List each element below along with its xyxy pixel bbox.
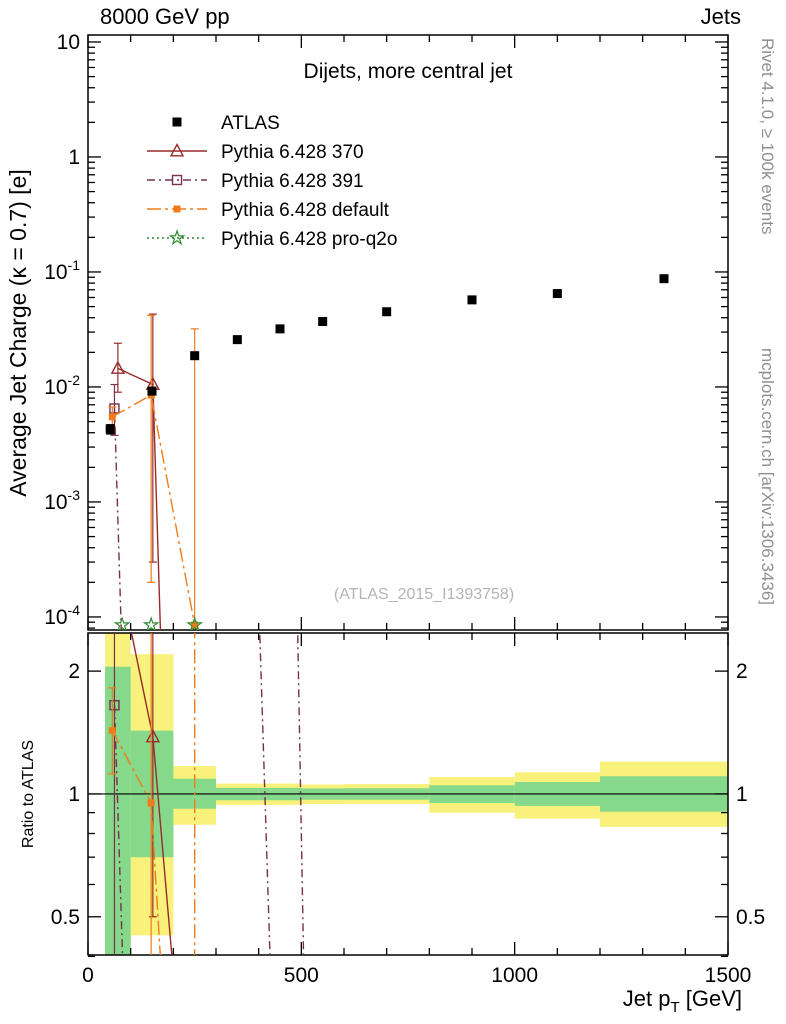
ratio-uncertainty-bands [105,633,728,955]
legend-entry-label: Pythia 6.428 370 [221,142,364,163]
series-ratio-line [297,633,305,955]
series-pythia-370-ratio [130,633,173,955]
x-axis-title: Jet pT [GeV] [623,986,742,1016]
legend-entry-label: Pythia 6.428 pro-q2o [221,229,397,250]
legend-entry-label: ATLAS [221,113,280,134]
marker-open-square [171,174,183,186]
x-tick-label: 1000 [491,964,538,987]
main-y-tick-label: 10 [57,31,80,54]
series-pythia-default-main [108,314,199,629]
marker-open-square [109,403,120,414]
marker-open-star [142,616,160,630]
marker-filled-square [318,316,328,326]
marker-open-square [109,700,120,711]
marker-filled-square [105,424,115,434]
marker-filled-square [275,324,285,334]
marker-filled-square [190,351,200,361]
header-beam-energy: 8000 GeV pp [100,4,230,29]
marker-filled-square [232,335,242,345]
axes-frame: 0 500 1000 1500 10 1 10-1 10-2 10-3 10-4 2 2 1 1 0.5 0.… [44,31,765,987]
marker-filled-square [173,205,181,213]
marker-open-star [186,616,204,630]
ratio-y-tick-label: 0.5 [51,906,80,929]
series-line [111,394,196,626]
ratio-y-axis-title: Ratio to ATLAS [20,740,37,848]
marker-filled-square [552,289,562,299]
main-y-axis-title: Average Jet Charge (κ = 0.7) [e] [5,169,31,497]
main-y-tick-label: 10-1 [44,257,80,284]
marker-open-triangle [110,360,126,374]
series-pythia-pro-q2o-main [113,616,204,630]
text-labels: 8000 GeV pp Jets Dijets, more central je… [5,4,777,1016]
marker-filled-square [659,274,669,284]
marker-open-triangle [145,728,161,743]
legend-entry-label: Pythia 6.428 default [221,200,390,221]
marker-filled-square [147,799,155,807]
ratio-y-tick-label: 1 [736,783,748,806]
ratio-y-tick-label: 2 [736,660,748,683]
legend-entry-label: Pythia 6.428 391 [221,171,364,192]
ratio-panel-series [108,633,305,955]
series-pythia-default-ratio [108,633,196,955]
series-atlas-main [105,274,669,435]
series-line [113,408,122,630]
x-tick-label: 1500 [705,964,752,987]
marker-filled-square [147,386,157,396]
x-tick-label: 0 [82,964,94,987]
marker-open-triangle [169,143,185,157]
marker-filled-square [108,727,116,735]
main-y-tick-label: 10-4 [44,602,80,629]
marker-open-star [168,229,186,246]
x-tick-label: 500 [284,964,319,987]
main-y-tick-label: 1 [68,146,80,169]
ratio-y-tick-label: 0.5 [736,906,765,929]
legend: ATLAS Pythia 6.428 370 Pythia 6.428 391 Pyt… [147,113,397,250]
mcplots-arxiv-note: mcplots.cern.ch [arXiv:1306.3436] [758,348,777,605]
marker-filled-square [382,307,392,317]
series-pythia-391-ratio [109,633,305,955]
main-panel-series [105,274,669,630]
plot-title: Dijets, more central jet [304,60,513,83]
marker-filled-square [191,621,199,629]
main-frame [87,34,729,631]
main-y-tick-label: 10-2 [44,372,80,399]
series-ratio-line [113,705,124,955]
main-y-tick-label: 10-3 [44,487,80,514]
marker-filled-square [108,413,116,421]
header-analysis-group: Jets [701,4,741,29]
ratio-y-tick-label: 2 [68,660,80,683]
marker-filled-square [467,295,477,305]
marker-filled-square [172,117,182,127]
marker-open-star [113,616,131,630]
band-green [105,666,131,955]
series-ratio-line [259,633,271,955]
ratio-y-tick-label: 1 [68,783,80,806]
analysis-id-watermark: (ATLAS_2015_I1393758) [334,586,514,603]
rivet-version-note: Rivet 4.1.0, ≥ 100k events [758,38,777,234]
